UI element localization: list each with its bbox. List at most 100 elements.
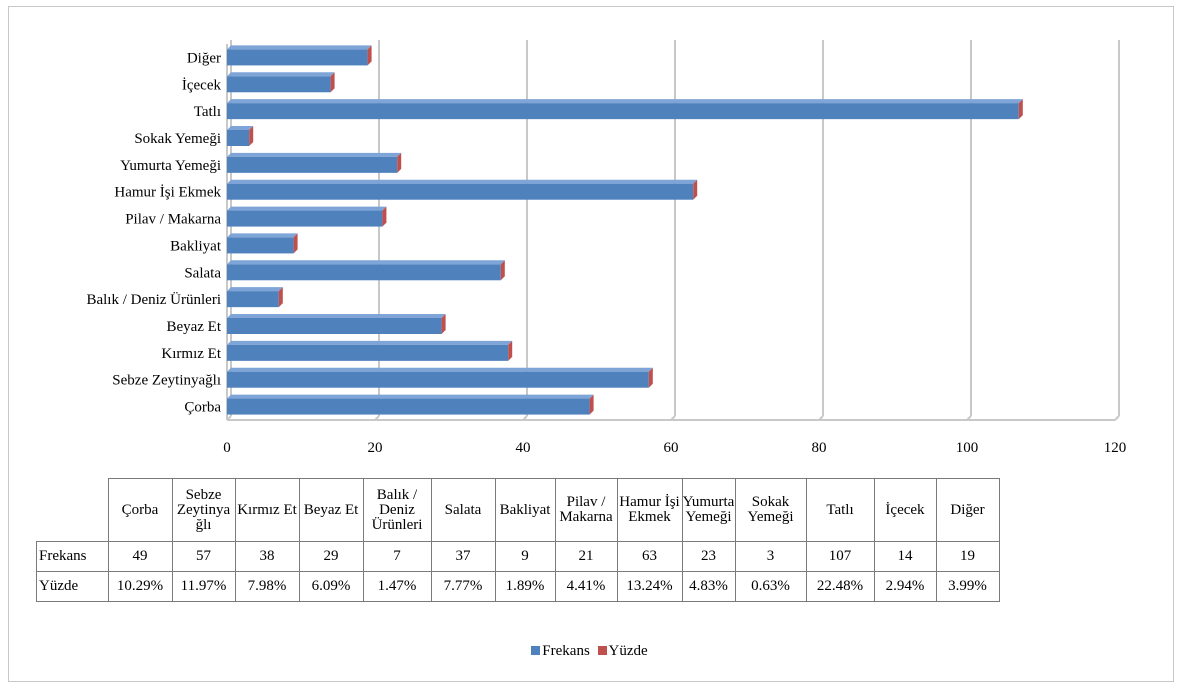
bar-end [278,287,283,308]
bar-top [227,99,1023,104]
bar-end [589,394,594,415]
bar-end [367,45,372,66]
bar-frekans [227,156,398,173]
data-table-header-cell: İçecek [873,478,937,542]
y-tick-label: Tatlı [194,104,221,120]
data-table-cell: 13.24% [616,571,683,602]
bar-top [227,126,254,130]
data-table-header-row: Çorba Sebze Zeytinya ğlı Kırmız Et Beyaz Et… [36,478,1000,542]
data-table-cell: 49 [107,541,173,572]
bar-top [227,45,372,50]
data-table-cell: 37 [430,541,496,572]
bar-frekans [227,344,509,361]
bar-frekans [227,49,368,66]
data-table-cell: 21 [554,541,618,572]
data-table-header-cell: Sebze Zeytinya ğlı [171,478,236,542]
legend-label-yuzde: Yüzde [608,643,648,659]
y-tick-label: Balık / Deniz Ürünleri [86,291,221,308]
data-table-cell: 3 [734,541,807,572]
data-table-corner [36,478,109,542]
data-table-cell: 14 [873,541,937,572]
data-table-cell: 7.77% [430,571,496,602]
y-tick-label: Yumurta Yemeği [120,158,221,174]
data-table-cell: 63 [616,541,683,572]
bar-end [382,206,387,227]
bar-end [293,233,298,254]
x-tick-label: 20 [368,440,383,456]
bar-end [441,314,446,334]
data-table-header-cell: Bakliyat [494,478,556,542]
y-tick-label: Bakliyat [170,238,222,254]
bar-top [227,152,402,157]
bar-frekans [227,103,1019,120]
bar-top [227,314,446,318]
data-table-cell: 19 [935,541,1000,572]
legend-item-yuzde: Yüzde [597,643,648,660]
bar-top [227,287,283,292]
data-table-header-cell: Çorba [107,478,173,542]
data-table-cell: 10.29% [107,571,173,602]
data-table-cell: 0.63% [734,571,807,602]
y-tick-label: Pilav / Makarna [125,212,221,228]
data-table-cell: 22.48% [805,571,875,602]
bar-top [227,340,513,345]
data-table-row: Yüzde 10.29% 11.97% 7.98% 6.09% 1.47% 7.77% 1.8… [36,571,1000,602]
legend-label-frekans: Frekans [542,643,590,659]
bar-frekans [227,210,383,227]
y-tick-label: Diğer [187,50,221,66]
data-table-header-cell: Kırmız Et [234,478,300,542]
data-table-cell: 11.97% [171,571,236,602]
x-tick-label: 80 [812,440,827,456]
data-table-cell: 1.89% [494,571,556,602]
bar-end [648,367,653,388]
y-tick-label: Salata [184,265,221,281]
bar-top [227,206,387,211]
y-tick-label: Sokak Yemeği [134,131,221,147]
bar-frekans [227,318,442,334]
bar-frekans [227,76,331,93]
data-table-header-cell: Pilav / Makarna [554,478,618,542]
data-table-header-cell: Diğer [935,478,1000,542]
x-tick-label: 60 [664,440,679,456]
y-tick-label: Sebze Zeytinyağlı [112,373,221,389]
data-table-cell: 9 [494,541,556,572]
bar-end [330,72,335,93]
x-tick-label: 40 [516,440,531,456]
legend-swatch-yuzde [597,646,607,655]
data-table-cell: 7.98% [234,571,300,602]
data-table-cell: 1.47% [362,571,432,602]
data-table-row: Frekans 49 57 38 29 7 37 9 21 63 23 3 107 14 19 [36,541,1000,572]
data-table-header-cell: Balık / Deniz Ürünleri [362,478,432,542]
x-tick-label: 0 [223,440,231,456]
bar-frekans [227,398,590,415]
data-table-header-cell: Sokak Yemeği [734,478,807,542]
data-table-cell: 38 [234,541,300,572]
bar-frekans [227,130,250,146]
data-table-cell: 4.83% [681,571,736,602]
data-table: Çorba Sebze Zeytinya ğlı Kırmız Et Beyaz Et… [36,478,1000,602]
data-table-cell: 3.99% [935,571,1000,602]
bar-top [227,179,698,184]
data-table-header-cell: Salata [430,478,496,542]
bar-frekans [227,371,649,388]
data-table-header-cell: Beyaz Et [298,478,364,542]
data-table-header-cell: Yumurta Yemeği [681,478,736,542]
bar-top [227,260,505,265]
bar-end [508,340,513,361]
data-table-cell: 23 [681,541,736,572]
bar-frekans [227,264,501,281]
bar-top [227,367,653,372]
legend-swatch-frekans [531,646,541,655]
data-table-header-cell: Hamur İşi Ekmek [616,478,683,542]
bar-top [227,394,594,399]
data-table-cell: 2.94% [873,571,937,602]
data-table-cell: 29 [298,541,364,572]
y-tick-label: Çorba [184,400,221,416]
y-tick-label: Kırmız Et [161,346,221,362]
data-table-cell: 57 [171,541,236,572]
y-tick-label: İçecek [182,77,222,93]
bar-end [500,260,505,281]
data-table-header-cell: Tatlı [805,478,875,542]
bar-end [249,126,254,146]
bar-top [227,233,298,238]
